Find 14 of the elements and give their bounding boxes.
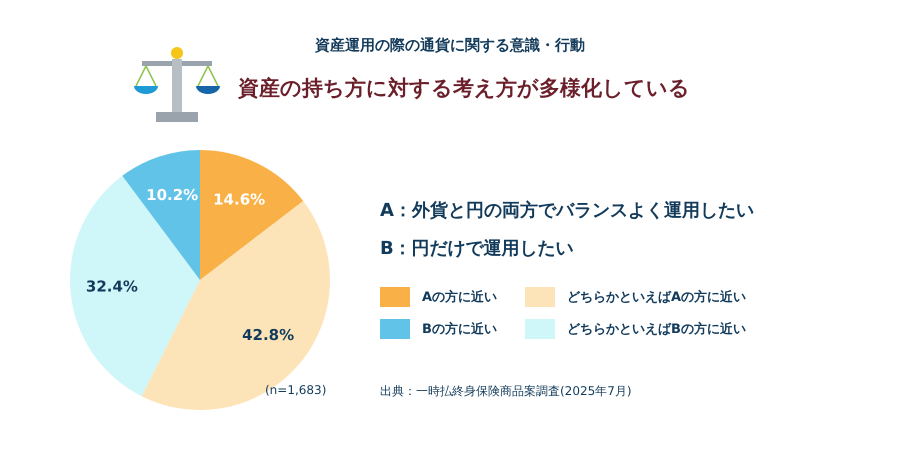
legend-label: Bの方に近い <box>422 320 497 338</box>
source-note: 出典：一時払終身保険商品案調査(2025年7月) <box>380 383 632 400</box>
legend-label: Aの方に近い <box>422 288 498 306</box>
text: (n=1,683) <box>265 383 326 397</box>
text: A：外貨と円の両方でバランスよく運用したい <box>380 199 754 222</box>
data-label: 14.6% <box>213 190 266 209</box>
legend-label: どちらかといえばAの方に近い <box>567 288 746 306</box>
chart-title: 資産の持ち方に対する考え方が多様化している <box>238 75 690 102</box>
legend-label: どちらかといえばBの方に近い <box>567 320 746 338</box>
data-label: 42.8% <box>242 326 294 344</box>
data-label: 32.4% <box>86 278 138 296</box>
chart-subtitle: 資産運用の際の通貨に関する意識・行動 <box>314 36 586 55</box>
text: B：円だけで運用したい <box>380 237 574 260</box>
data-label: 10.2% <box>146 186 198 204</box>
